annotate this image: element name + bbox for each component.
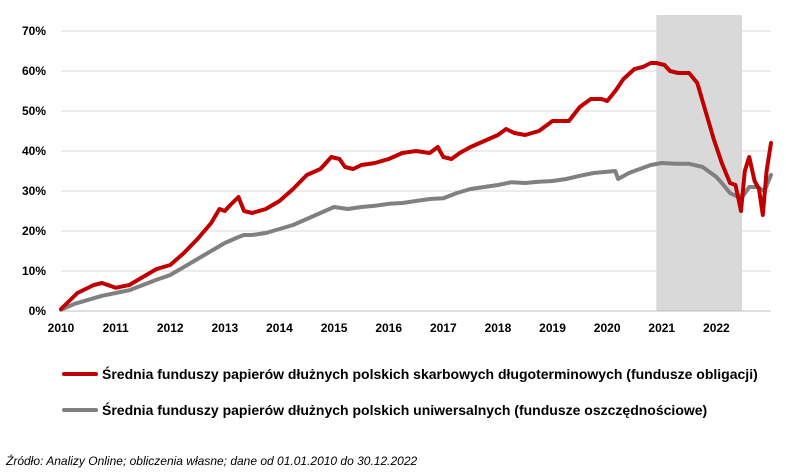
x-tick-label: 2020 [594, 321, 621, 335]
legend-label: Średnia funduszy papierów dłużnych polsk… [102, 366, 758, 382]
y-tick-label: 60% [22, 64, 46, 78]
y-tick-label: 50% [22, 104, 46, 118]
y-tick-label: 20% [22, 224, 46, 238]
x-tick-label: 2014 [266, 321, 293, 335]
legend-swatch-gray [62, 408, 98, 412]
x-tick-label: 2015 [321, 321, 348, 335]
legend-label: Średnia funduszy papierów dłużnych polsk… [102, 402, 708, 418]
legend-swatch-red [62, 372, 98, 376]
series-line-universal-funds [59, 161, 773, 312]
y-tick-label: 70% [22, 24, 46, 38]
x-tick-label: 2016 [375, 321, 402, 335]
series-line-treasury-bond-funds [59, 61, 773, 311]
x-tick-label: 2021 [648, 321, 675, 335]
series-lines [59, 61, 773, 312]
legend-item-universal-funds: Średnia funduszy papierów dłużnych polsk… [62, 402, 707, 418]
legend-item-treasury-bond-funds: Średnia funduszy papierów dłużnych polsk… [62, 366, 758, 382]
x-tick-label: 2013 [211, 321, 238, 335]
x-tick-label: 2012 [157, 321, 184, 335]
x-axis-ticks: 2010 2011 2012 2013 2014 2015 2016 2017 2018 2019… [48, 321, 730, 335]
x-tick-label: 2017 [430, 321, 457, 335]
y-tick-label: 30% [22, 184, 46, 198]
line-chart: 0% 10% 20% 30% 40% 50% 60% 70% 2010 2011 2012 2013… [22, 15, 773, 335]
y-axis-ticks: 0% 10% 20% 30% 40% 50% 60% 70% [22, 24, 46, 318]
x-tick-label: 2010 [48, 321, 75, 335]
y-tick-label: 0% [29, 304, 47, 318]
x-tick-label: 2022 [703, 321, 730, 335]
x-tick-label: 2019 [539, 321, 566, 335]
y-tick-label: 10% [22, 264, 46, 278]
y-tick-label: 40% [22, 144, 46, 158]
x-tick-label: 2018 [485, 321, 512, 335]
x-tick-label: 2011 [103, 321, 129, 335]
source-note: Źródło: Analizy Online; obliczenia własn… [6, 454, 418, 468]
